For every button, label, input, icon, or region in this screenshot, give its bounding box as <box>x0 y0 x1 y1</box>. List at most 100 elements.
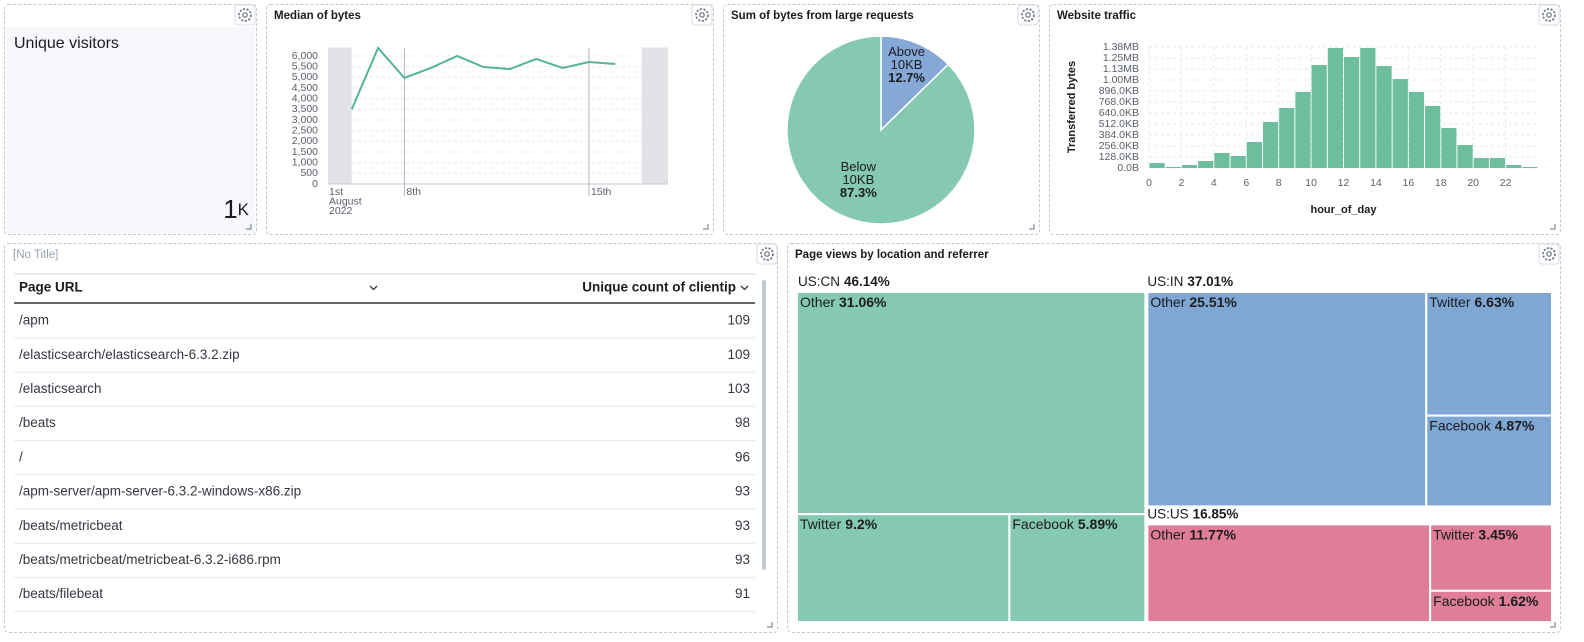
settings-button[interactable] <box>1538 4 1560 26</box>
y-tick-label: 3,000 <box>292 114 318 126</box>
y-tick-label: 5,000 <box>292 71 318 83</box>
bar <box>1230 155 1246 168</box>
resize-handle <box>703 224 709 230</box>
bar <box>1522 166 1538 168</box>
line <box>350 46 616 110</box>
bar <box>1181 164 1198 168</box>
y-tick-label: 6,000 <box>292 50 318 62</box>
sort-chevron <box>369 285 378 291</box>
gear-hole <box>699 12 705 18</box>
gear <box>238 8 252 22</box>
slice-name: Below 10KB <box>840 159 877 187</box>
label-value: 31.06% <box>839 294 887 310</box>
bar <box>1376 66 1392 168</box>
metric-number: 1 <box>223 194 237 224</box>
y-tick-label: 896.0KB <box>1099 85 1139 97</box>
settings-button[interactable] <box>691 4 713 26</box>
gear <box>1021 8 1035 22</box>
gear-hole <box>242 12 248 18</box>
y-axis-title: Transferred bytes <box>1066 61 1078 153</box>
label-name: Facebook <box>1429 417 1491 433</box>
y-tick-label: 1.13MB <box>1103 63 1139 75</box>
resize-handle <box>1029 224 1035 230</box>
label-value: 1.62% <box>1499 593 1539 609</box>
y-tick-label: 128.0KB <box>1099 151 1139 163</box>
settings-button[interactable] <box>1017 4 1039 26</box>
treemap-cell <box>1146 523 1432 623</box>
treemap-cell <box>1008 513 1147 624</box>
bar <box>1457 145 1473 168</box>
y-tick-label: 640.0KB <box>1099 107 1139 119</box>
label-value: 25.51% <box>1189 294 1237 310</box>
cell-label: Twitter 6.63% <box>1429 294 1514 310</box>
gear <box>1542 8 1556 22</box>
label-name: Other <box>800 294 835 310</box>
label-value: 37.01% <box>1187 274 1233 289</box>
gear-bg <box>691 4 713 26</box>
bar <box>1441 127 1457 168</box>
column-header[interactable]: Unique count of clientip <box>582 280 736 295</box>
bar <box>1165 166 1181 168</box>
x-tick-label: 2 <box>1178 177 1184 189</box>
settings-button[interactable] <box>756 243 778 265</box>
cell-label: Other 25.51% <box>1150 294 1237 310</box>
x-tick-label: 15th <box>591 186 612 198</box>
bar <box>1327 47 1343 168</box>
treemap-cell <box>796 513 1011 624</box>
y-tick-label: 4,000 <box>292 92 318 104</box>
y-tick-label: 1,000 <box>292 156 318 168</box>
group-label: US:CN 46.14% <box>798 274 890 289</box>
x-start-label: 1st <box>329 186 343 198</box>
label-name: Other <box>1150 526 1185 542</box>
resize-handle <box>246 224 252 230</box>
label-value: 16.85% <box>1193 506 1239 521</box>
x-tick-label: 10 <box>1305 177 1317 189</box>
table-cell: /beats/metricbeat/metricbeat-6.3.2-i686.… <box>19 552 281 567</box>
bar <box>1295 91 1311 168</box>
cell-label: Other 31.06% <box>800 294 887 310</box>
table-cell: 109 <box>727 347 750 362</box>
gear-hole <box>1546 251 1552 257</box>
scrollbar[interactable] <box>762 280 766 570</box>
settings-button[interactable] <box>234 4 256 26</box>
gear-bg <box>1538 4 1560 26</box>
bar <box>1392 79 1408 168</box>
y-tick-label: 256.0KB <box>1099 140 1139 152</box>
gear-bg <box>1538 243 1560 265</box>
table-cell: / <box>19 449 23 464</box>
x-tick-label: 14 <box>1370 177 1382 189</box>
table-cell: 103 <box>727 381 750 396</box>
label-value: 9.2% <box>845 516 877 532</box>
cell-label: Other 11.77% <box>1150 526 1236 542</box>
settings-button[interactable] <box>1538 243 1560 265</box>
y-tick-label: 1.00MB <box>1103 74 1139 86</box>
y-tick-label: 4,500 <box>292 82 318 94</box>
table-cell: /beats/metricbeat <box>19 518 123 533</box>
label-name: Facebook <box>1433 593 1495 609</box>
bar <box>1425 105 1441 168</box>
column-header[interactable]: Page URL <box>19 280 83 295</box>
table-cell: /apm <box>19 313 49 328</box>
label-name: Twitter <box>800 516 842 532</box>
x-tick-label: 18 <box>1435 177 1447 189</box>
x-tick-label: 6 <box>1243 177 1249 189</box>
y-tick-label: 2,000 <box>292 135 318 147</box>
metric-bg <box>6 27 255 233</box>
y-tick-label: 1,500 <box>292 146 318 158</box>
label-name: Facebook <box>1012 516 1074 532</box>
x-tick-label: 12 <box>1338 177 1350 189</box>
y-tick-label: 0 <box>312 178 318 190</box>
slice-name: Above 10KB <box>888 45 925 73</box>
bar <box>1262 122 1279 168</box>
bar <box>1246 141 1262 168</box>
cell-label: Facebook 4.87% <box>1429 417 1535 433</box>
gear <box>695 8 709 22</box>
cell-label: Twitter 3.45% <box>1433 526 1518 542</box>
y-tick-label: 512.0KB <box>1099 118 1139 130</box>
y-tick-label: 0.0B <box>1117 162 1139 174</box>
x-start-label: August <box>329 195 362 207</box>
gear-bg <box>234 4 256 26</box>
panel <box>4 243 778 633</box>
gear-bg <box>1017 4 1039 26</box>
bar <box>1360 47 1376 168</box>
